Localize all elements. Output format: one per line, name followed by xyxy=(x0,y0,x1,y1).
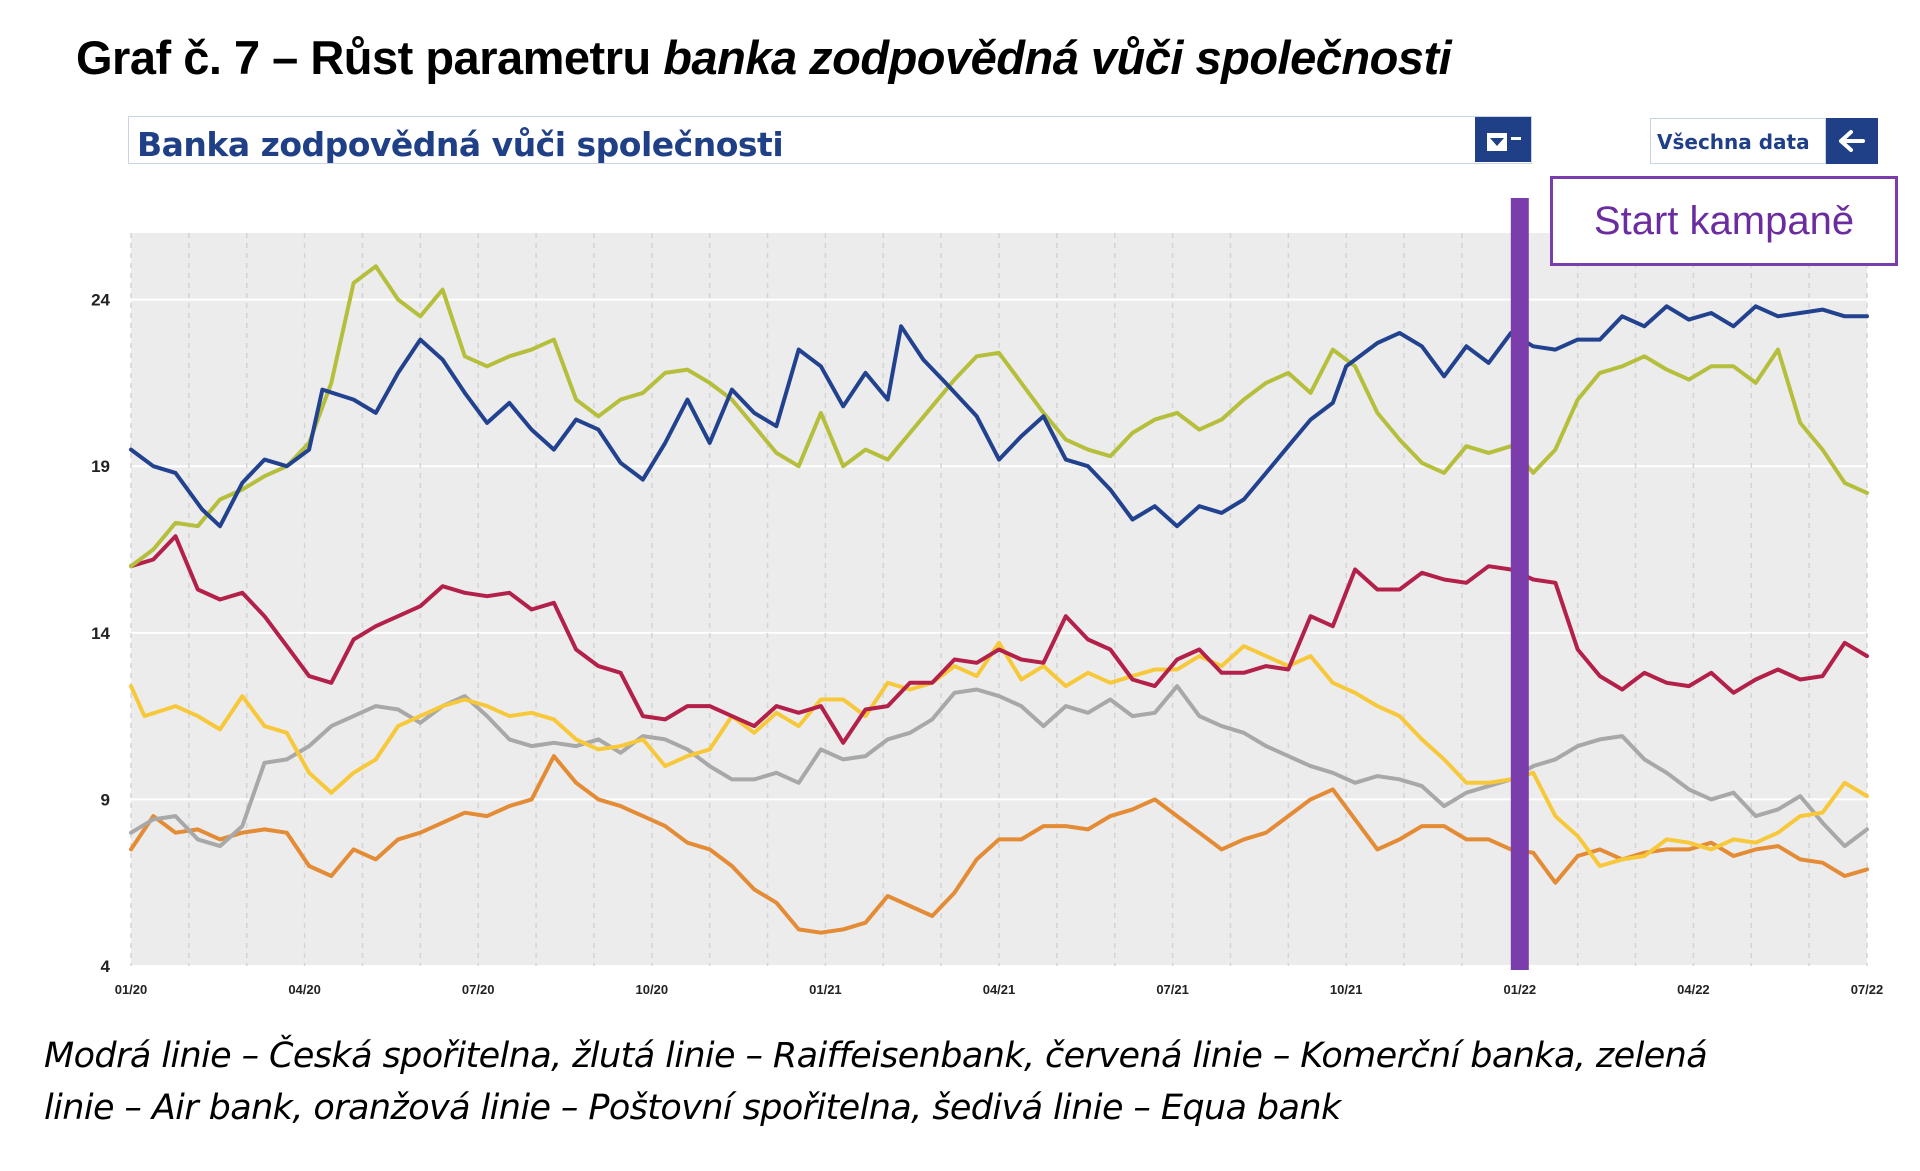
y-tick-label: 19 xyxy=(91,457,110,476)
x-tick-label: 07/22 xyxy=(1851,982,1884,997)
x-tick-label: 04/20 xyxy=(288,982,321,997)
series-lines xyxy=(129,264,1869,935)
y-tick-label: 4 xyxy=(101,957,111,976)
y-tick-label: 24 xyxy=(91,291,110,310)
series-line xyxy=(129,640,1869,868)
campaign-marker xyxy=(1510,198,1529,970)
x-tick-label: 01/22 xyxy=(1504,982,1537,997)
x-tick-label: 10/20 xyxy=(636,982,669,997)
selector-label: Banka zodpovědná vůči společnosti xyxy=(137,125,784,164)
x-tick-label: 04/22 xyxy=(1677,982,1710,997)
series-line xyxy=(129,684,1869,849)
x-tick-label: 07/20 xyxy=(462,982,495,997)
series-line xyxy=(129,534,1869,745)
title-italic: banka zodpovědná vůči společnosti xyxy=(663,31,1452,84)
arrow-left-icon xyxy=(1839,130,1865,152)
all-data-label: Všechna data xyxy=(1657,130,1810,154)
all-data-button[interactable]: Všechna data xyxy=(1650,118,1826,164)
x-tick-label: 01/20 xyxy=(115,982,148,997)
series-line xyxy=(129,264,1869,569)
page-title: Graf č. 7 – Růst parametru banka zodpově… xyxy=(76,30,1452,85)
x-axis: 01/20 04/20 07/20 10/20 01/21 04/21 07/21 10/21… xyxy=(115,982,1884,997)
title-prefix: Graf č. 7 – Růst parametru xyxy=(76,31,664,84)
x-tick-label: 07/21 xyxy=(1156,982,1189,997)
series-selector[interactable]: Banka zodpovědná vůči společnosti xyxy=(128,116,1532,164)
y-axis: 4 9 14 19 24 xyxy=(91,291,110,976)
caption-line-2: linie – Air bank, oranžová linie – Pošto… xyxy=(44,1088,1341,1128)
filter-dropdown-icon xyxy=(1487,133,1521,151)
series-line xyxy=(129,754,1869,935)
dropdown-button[interactable] xyxy=(1475,117,1531,162)
legend-caption: Modrá linie – Česká spořitelna, žlutá li… xyxy=(44,1030,1904,1134)
x-tick-label: 10/21 xyxy=(1330,982,1363,997)
x-tick-label: 04/21 xyxy=(983,982,1016,997)
y-tick-label: 14 xyxy=(91,624,110,643)
campaign-annotation: Start kampaně xyxy=(1550,176,1898,266)
back-button[interactable] xyxy=(1826,118,1878,164)
campaign-label: Start kampaně xyxy=(1593,199,1855,243)
caption-line-1: Modrá linie – Česká spořitelna, žlutá li… xyxy=(44,1036,1708,1076)
x-tick-label: 01/21 xyxy=(809,982,842,997)
series-line xyxy=(129,304,1869,529)
y-tick-label: 9 xyxy=(101,790,110,809)
